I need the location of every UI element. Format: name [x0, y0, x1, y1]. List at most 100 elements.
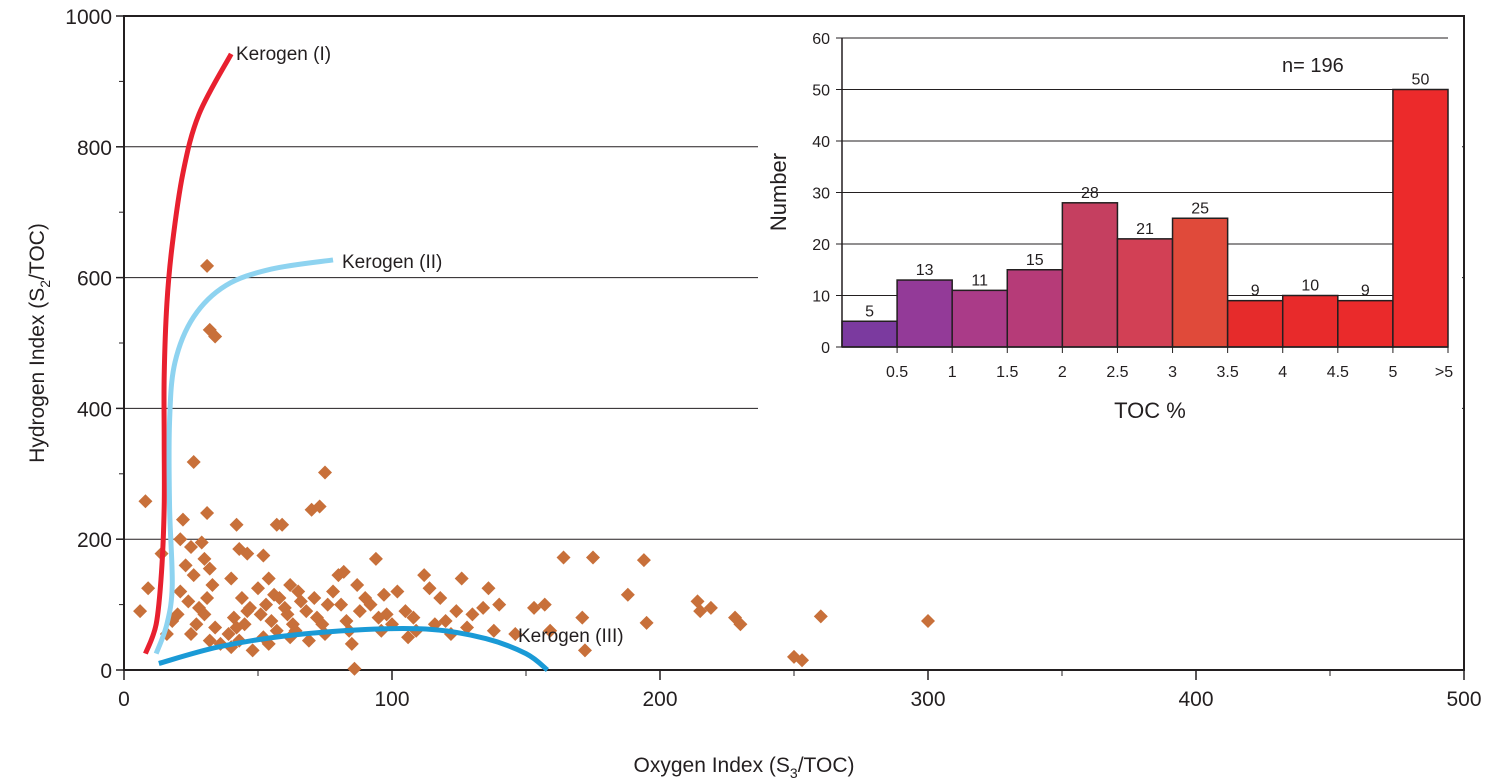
- data-point: [205, 577, 220, 592]
- inset-y-tick-label: 30: [812, 186, 830, 203]
- data-point: [336, 564, 351, 579]
- data-point: [454, 571, 469, 586]
- data-point: [197, 551, 212, 566]
- main-y-tick-label: 800: [77, 137, 112, 160]
- main-x-tick-label: 300: [910, 688, 945, 711]
- data-point: [401, 630, 416, 645]
- data-point: [283, 577, 298, 592]
- data-point: [315, 617, 330, 632]
- main-x-tick-label: 500: [1446, 688, 1481, 711]
- data-point: [173, 584, 188, 599]
- data-point: [639, 615, 654, 630]
- inset-y-tick-label: 50: [812, 83, 830, 100]
- data-point: [813, 609, 828, 624]
- data-point: [339, 613, 354, 628]
- data-point: [368, 551, 383, 566]
- data-point: [224, 571, 239, 586]
- data-point: [350, 577, 365, 592]
- inset-x-tick-label: 1.5: [996, 364, 1018, 381]
- data-point: [921, 613, 935, 628]
- data-point: [229, 517, 244, 532]
- inset-y-tick-label: 40: [812, 134, 830, 151]
- data-point: [543, 623, 558, 638]
- data-point: [417, 568, 432, 583]
- histogram-bar-value-label: 11: [971, 272, 988, 289]
- main-x-ticks: 0 100 200 300 400 500: [118, 670, 1482, 711]
- histogram-bar: [1061, 202, 1119, 348]
- inset-y-tick-label: 60: [812, 31, 830, 48]
- data-point: [481, 581, 496, 596]
- main-x-tick-label: 0: [118, 688, 130, 711]
- histogram-bar: [1006, 269, 1064, 348]
- inset-x-tick-label: 2.5: [1106, 364, 1128, 381]
- histogram-bar: [951, 289, 1009, 348]
- data-point: [197, 607, 212, 622]
- histogram-bar: [1281, 294, 1339, 348]
- data-point: [301, 633, 316, 648]
- data-point: [492, 597, 507, 612]
- inset-x-tick-label: 5: [1388, 364, 1397, 381]
- main-y-tick-label: 1000: [65, 6, 112, 29]
- histogram-bar: [1337, 299, 1394, 348]
- data-point: [476, 600, 491, 615]
- data-point: [189, 617, 204, 632]
- inset-x-tick-label: 4.5: [1327, 364, 1349, 381]
- data-point: [556, 550, 571, 565]
- data-point: [422, 581, 437, 596]
- data-point: [449, 604, 464, 619]
- inset-annotation: n= 196: [1282, 55, 1344, 77]
- inset-y-tick-label: 20: [812, 237, 830, 254]
- data-point: [465, 607, 480, 622]
- histogram-bar: [896, 279, 953, 348]
- data-point: [184, 540, 198, 555]
- data-point: [240, 604, 255, 619]
- data-point: [344, 636, 359, 651]
- kerogen-curve-1: [143, 52, 234, 655]
- histogram-bar-value-label: 10: [1301, 278, 1319, 295]
- data-point: [133, 604, 148, 619]
- data-point: [326, 584, 341, 599]
- data-point: [347, 661, 362, 676]
- histogram-bar: [1171, 217, 1229, 348]
- data-point: [226, 610, 241, 625]
- data-point: [293, 594, 308, 609]
- data-point: [261, 571, 276, 586]
- kerogen-curve-labels: Kerogen (I) Kerogen (II) Kerogen (III): [236, 44, 624, 647]
- data-point: [170, 607, 185, 622]
- data-point: [363, 597, 378, 612]
- inset-x-tick-label: 4: [1278, 364, 1287, 381]
- data-point: [299, 604, 314, 619]
- data-point: [202, 561, 217, 576]
- data-point: [141, 581, 156, 596]
- kerogen-curves: [143, 52, 550, 672]
- kerogen-2-label: Kerogen (II): [342, 252, 442, 273]
- data-point: [390, 584, 405, 599]
- main-y-tick-label: 200: [77, 529, 112, 552]
- histogram-bar-value-label: 28: [1081, 185, 1099, 202]
- main-x-tick-label: 100: [374, 688, 409, 711]
- data-point: [272, 591, 287, 606]
- data-point: [253, 607, 268, 622]
- data-point: [376, 587, 391, 602]
- inset-x-tick-label: 0.5: [886, 364, 908, 381]
- x-axis-title: Oxygen Index (S3/TOC): [634, 754, 855, 781]
- data-point: [275, 517, 290, 532]
- histogram-bar-value-label: 15: [1026, 252, 1044, 269]
- main-data-points: [133, 258, 935, 676]
- main-y-tick-label: 400: [77, 398, 112, 421]
- histogram-bar-value-label: 25: [1191, 200, 1209, 217]
- data-point: [537, 597, 552, 612]
- data-point: [245, 643, 260, 658]
- data-point: [586, 550, 600, 565]
- main-x-tick-label: 400: [1178, 688, 1213, 711]
- data-point: [186, 568, 201, 583]
- kerogen-1-label: Kerogen (I): [236, 44, 331, 65]
- main-y-tick-label: 600: [77, 268, 112, 291]
- data-point: [291, 584, 306, 599]
- data-point: [175, 512, 190, 527]
- data-point: [620, 587, 635, 602]
- data-point: [352, 604, 367, 619]
- histogram-bar-value-label: 5: [865, 303, 874, 320]
